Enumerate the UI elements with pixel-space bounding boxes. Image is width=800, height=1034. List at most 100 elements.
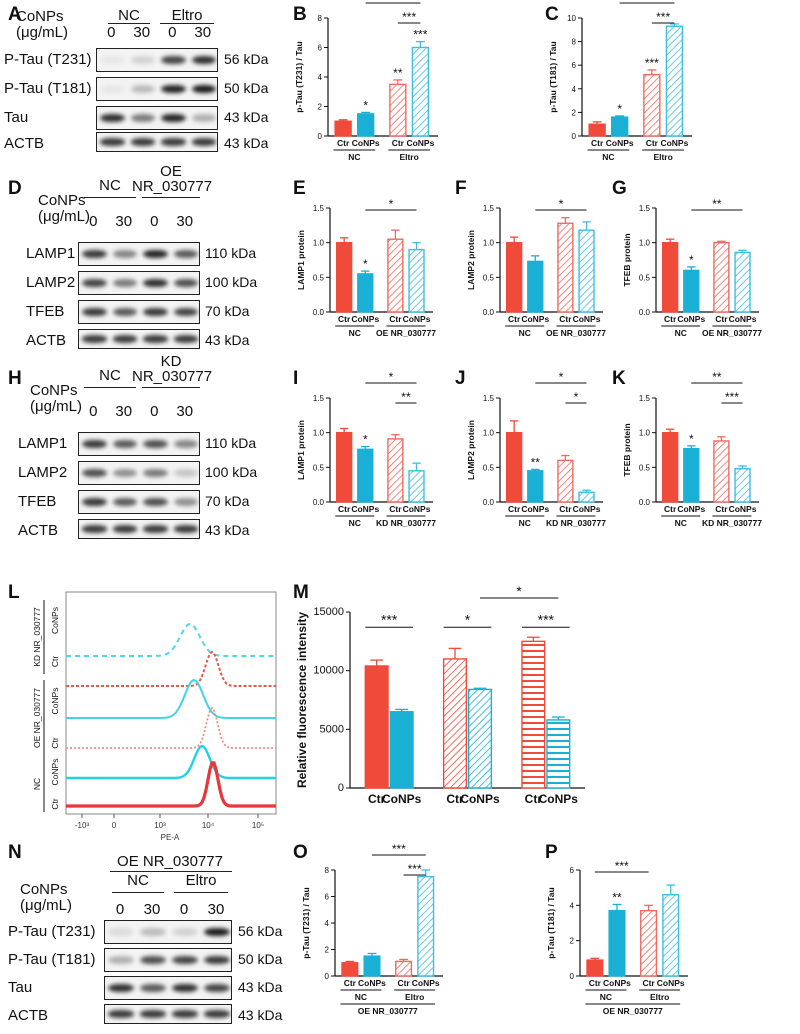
bar [713,440,730,503]
bar [389,711,414,789]
panel-letter-k: K [612,368,626,389]
y-tick-label: 6 [570,866,575,875]
blot-header: OE NR_030777 [117,853,223,870]
blot-panel-d: CoNPs (μg/mL) NC OE NR_030777 0 30 0 30 LAMP1 110… [0,164,290,350]
group-label: Eltro [653,152,672,162]
blot-panel-a: CoNPs (μg/mL) NC Eltro 0 30 0 30 P-Tau (T231) 56 … [0,0,290,170]
blot-strip [78,242,200,266]
bar [640,909,658,977]
y-tick-label: 1.5 [639,394,651,403]
bar [357,113,375,137]
y-tick-label: 8 [572,38,577,47]
pair-significance: *** [538,611,555,627]
blot-band [100,55,125,65]
y-tick-label: 1.5 [313,204,325,213]
y-tick-label: 8 [325,866,330,875]
group-header-line [84,387,136,388]
blot-row-label: P-Tau (T181) [4,80,92,97]
bar [662,894,680,977]
blot-band [140,1010,166,1018]
blot-band [82,497,107,507]
bracket-significance: * [389,197,394,211]
group-label: Eltro [405,992,424,1002]
bar-chart-c: 0 2 4 6 8 10 p-Tau (T181) / Tau Ctr * CoNPs *** Ctr… [548,0,692,162]
histogram-curve [66,678,276,719]
blot-band [143,439,168,449]
pair-significance: * [465,611,471,627]
bar [363,955,381,977]
y-tick-label: 4 [325,919,330,928]
blot-band [173,525,198,533]
group-header: NC [99,367,121,384]
panel-letter-d: D [8,178,22,199]
histogram-curve [66,761,276,808]
blot-kda-label: 100 kDa [205,464,258,480]
histogram-curve [66,650,276,687]
blot-row-label: Tau [4,109,29,126]
histogram-condition-label: CoNPs [50,759,60,786]
blot-row-label: LAMP2 [18,464,68,481]
blot-band [140,955,166,965]
blot-band [173,468,198,478]
y-axis-label: p-Tau (T181) / Tau [548,41,558,112]
dose-label: 30 [115,403,133,420]
histogram-condition-label: CoNPs [50,688,60,715]
bar [661,431,679,503]
dose-label: 0 [89,403,98,420]
y-tick-label: 6 [325,893,330,902]
category-label: Ctr [664,504,677,514]
y-axis-label: LAMP2 protein [466,420,476,480]
y-tick-label: 2 [570,937,575,946]
y-axis-label: TFEB protein [622,423,632,476]
panel-letter-a: A [8,4,22,25]
blot-band [82,525,107,533]
bar [505,431,523,503]
blot-band [191,138,216,146]
treatment-unit-label: (μg/mL) [38,208,90,225]
blot-band [112,439,137,449]
bar [389,83,407,137]
blot-row-label: P-Tau (T231) [4,51,92,68]
group-label: KD NR_030777 [546,518,606,528]
group-header: Eltro [185,872,217,889]
blot-kda-label: 43 kDa [238,1007,283,1023]
group-header-line [142,197,200,198]
category-label: CoNPs [521,314,549,324]
blot-band [143,497,168,507]
category-label: Ctr [715,504,728,514]
group-header: NC [118,7,140,24]
bracket-significance: * [516,583,522,599]
blot-strip [104,920,232,944]
blot-band [140,927,166,937]
y-tick-label: 0.0 [483,308,495,317]
dose-label: 30 [115,213,133,230]
panel-letter-f: F [455,178,467,199]
bracket-significance: * [559,370,564,384]
blot-band [161,138,186,146]
panel-letter-p: P [545,842,558,863]
panel-letter-m: M [293,582,309,603]
group-header-line [108,23,150,24]
y-tick-label: 0.0 [313,498,325,507]
blot-kda-label: 43 kDa [224,109,269,125]
y-axis-label: p-Tau (T231) / Tau [301,887,311,958]
blot-band [143,278,168,288]
y-tick-label: 10 [567,14,576,23]
y-tick-label: 1.0 [313,429,325,438]
blot-band [82,468,107,478]
dose-label: 30 [207,901,225,918]
blot-band [191,84,216,94]
blot-band [112,335,137,343]
bar [734,251,751,313]
treatment-label: CoNPs [20,881,68,898]
panel-letter-l: L [8,582,20,603]
blot-strip [104,1004,232,1024]
group-label: NC [349,328,361,338]
y-axis-label: p-Tau (T231) / Tau [294,41,304,112]
category-label: Ctr [344,978,357,988]
y-tick-label: 1.0 [639,429,651,438]
y-tick-label: 1.5 [483,394,495,403]
y-tick-label: 6 [572,61,577,70]
significance-star: *** [413,28,427,42]
bracket-significance: * [574,390,579,404]
